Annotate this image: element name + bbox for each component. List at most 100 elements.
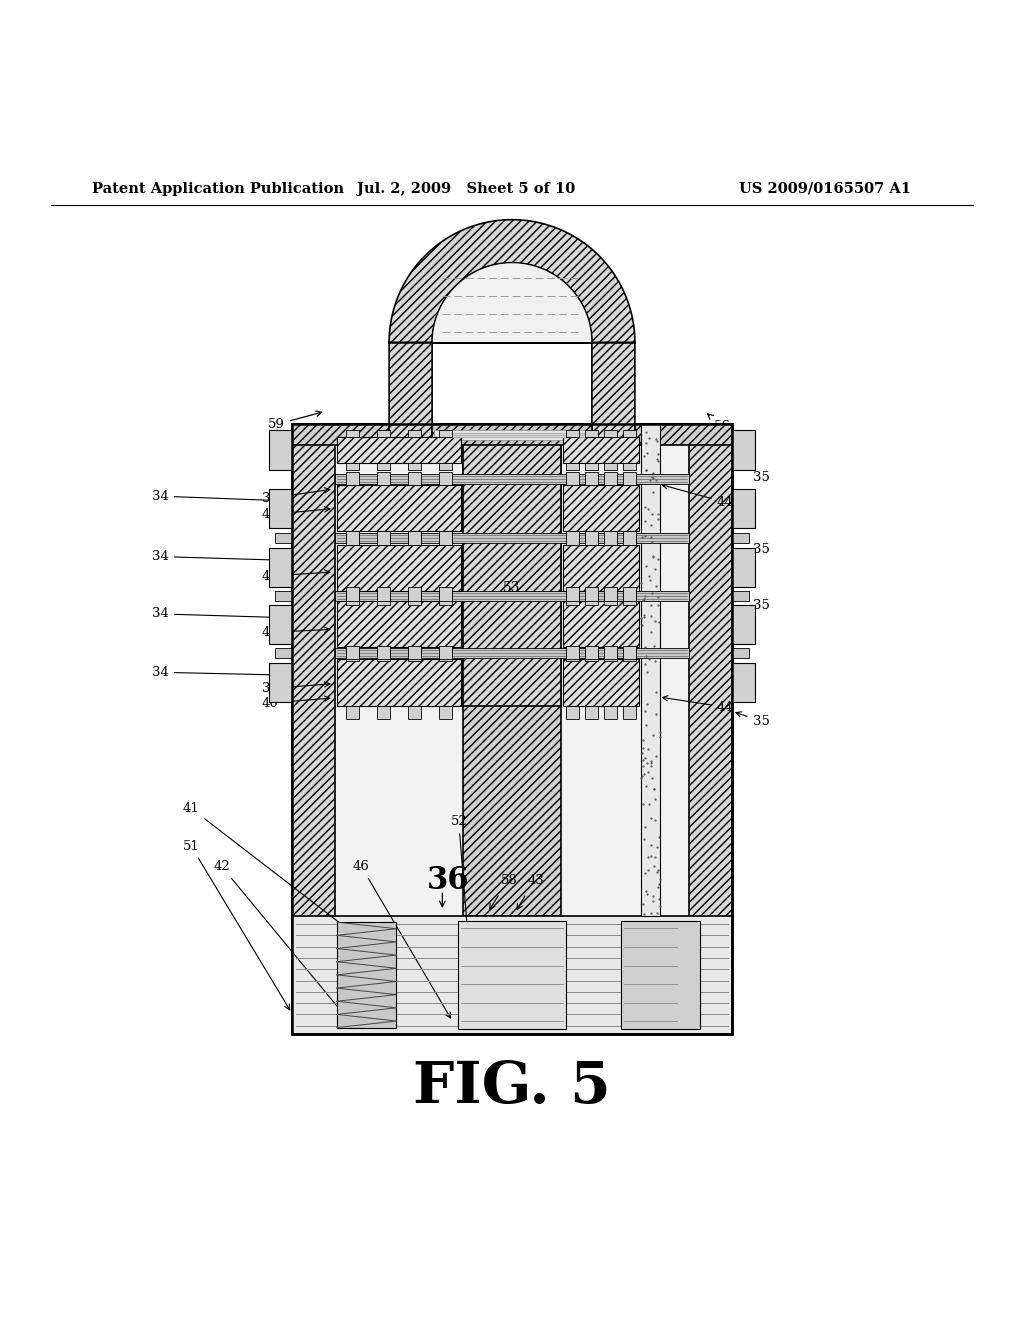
Polygon shape [566,587,580,601]
Polygon shape [585,706,598,719]
Polygon shape [566,430,580,437]
Text: 40: 40 [262,569,330,582]
Polygon shape [408,430,421,437]
Polygon shape [346,645,359,660]
Text: 34: 34 [153,550,293,564]
Polygon shape [604,706,617,719]
Polygon shape [623,591,636,605]
Polygon shape [604,532,617,545]
Text: 40: 40 [262,696,330,710]
Polygon shape [563,486,639,532]
Text: 39: 39 [261,487,330,504]
Polygon shape [269,488,292,528]
Polygon shape [585,463,598,470]
Polygon shape [346,531,359,545]
Polygon shape [563,601,639,647]
Polygon shape [566,531,580,545]
Text: 59: 59 [268,411,322,430]
Polygon shape [438,591,452,605]
Polygon shape [346,587,359,601]
Polygon shape [408,706,421,719]
Polygon shape [377,531,390,545]
Polygon shape [346,647,359,661]
Polygon shape [377,706,390,719]
Polygon shape [377,645,390,660]
Polygon shape [635,425,732,445]
Polygon shape [563,437,639,463]
Text: 35: 35 [736,597,769,612]
Polygon shape [463,425,561,706]
Polygon shape [337,545,461,591]
Polygon shape [623,531,636,545]
Polygon shape [732,548,755,587]
Polygon shape [337,486,461,532]
Polygon shape [346,463,359,470]
Polygon shape [377,532,390,545]
Polygon shape [438,706,452,719]
Text: 52: 52 [451,816,470,932]
Polygon shape [604,647,617,661]
Polygon shape [269,430,292,470]
Text: 43: 43 [527,874,544,887]
Text: 41: 41 [183,803,354,935]
Text: 53: 53 [503,581,521,595]
Polygon shape [566,463,580,470]
Polygon shape [458,921,566,1028]
Polygon shape [623,587,636,601]
Polygon shape [408,463,421,470]
Text: 51: 51 [183,840,290,1010]
Polygon shape [732,591,749,601]
Polygon shape [604,531,617,545]
Text: 35: 35 [736,539,769,556]
Polygon shape [563,545,639,591]
Polygon shape [389,219,635,445]
Text: Jul. 2, 2009   Sheet 5 of 10: Jul. 2, 2009 Sheet 5 of 10 [356,182,575,195]
Polygon shape [585,532,598,545]
Text: 35: 35 [735,458,769,484]
Polygon shape [566,471,580,486]
Polygon shape [463,425,561,916]
Polygon shape [335,533,689,544]
Polygon shape [377,647,390,661]
Polygon shape [623,471,636,486]
Polygon shape [732,605,755,644]
Polygon shape [623,645,636,660]
Polygon shape [377,430,390,437]
Polygon shape [623,706,636,719]
Polygon shape [337,601,461,647]
Polygon shape [346,471,359,486]
Polygon shape [269,548,292,587]
Polygon shape [408,591,421,605]
Text: 56: 56 [708,414,730,433]
Polygon shape [408,587,421,601]
Polygon shape [335,591,689,601]
Polygon shape [604,587,617,601]
Polygon shape [275,591,292,601]
Polygon shape [292,425,335,1034]
Polygon shape [623,463,636,470]
Polygon shape [604,430,617,437]
Polygon shape [623,430,636,437]
Polygon shape [438,587,452,601]
Polygon shape [563,660,639,706]
Polygon shape [641,425,660,916]
Polygon shape [604,463,617,470]
Polygon shape [732,663,755,702]
Polygon shape [566,532,580,545]
Polygon shape [335,474,689,484]
Text: 39: 39 [261,681,330,696]
Polygon shape [585,645,598,660]
Polygon shape [292,425,732,1034]
Polygon shape [438,471,452,486]
Polygon shape [346,532,359,545]
Text: Patent Application Publication: Patent Application Publication [92,182,344,195]
Polygon shape [337,660,461,706]
Polygon shape [585,531,598,545]
Polygon shape [566,591,580,605]
Polygon shape [623,647,636,661]
Polygon shape [566,647,580,661]
Polygon shape [377,471,390,486]
Polygon shape [604,471,617,486]
Text: 36: 36 [427,865,470,896]
Polygon shape [408,532,421,545]
